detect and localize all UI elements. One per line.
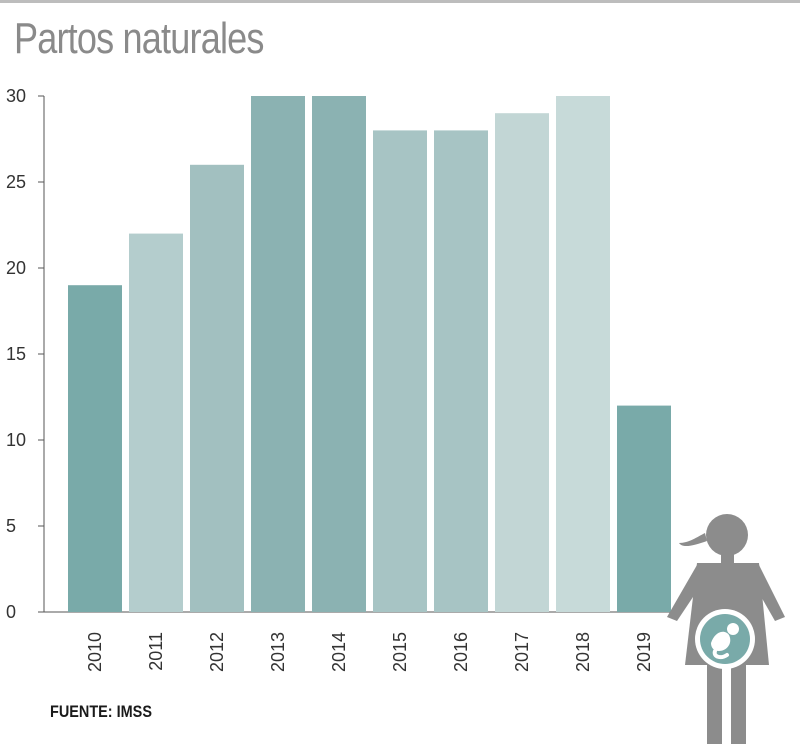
bar-2017 — [495, 113, 549, 612]
y-tick-label: 25 — [6, 172, 26, 192]
x-tick-label: 2013 — [268, 632, 288, 672]
bar-2018 — [556, 96, 610, 612]
x-tick-label: 2010 — [85, 632, 105, 672]
y-tick-label: 20 — [6, 258, 26, 278]
x-axis-labels: 2010 2011 2012 2013 2014 2015 2016 2017 2018 2019 — [85, 632, 654, 672]
top-rule — [0, 0, 800, 3]
bar-2010 — [68, 285, 122, 612]
bars — [68, 96, 671, 613]
x-tick-label: 2016 — [451, 632, 471, 672]
x-tick-label: 2014 — [329, 632, 349, 672]
bar-2014 — [312, 96, 366, 612]
chart-title: Partos naturales — [14, 14, 264, 63]
x-tick-label: 2015 — [390, 632, 410, 672]
x-tick-label: 2011 — [146, 632, 166, 671]
y-tick-label: 5 — [6, 516, 16, 536]
x-tick-label: 2012 — [207, 632, 227, 672]
x-tick-label: 2019 — [634, 632, 654, 672]
y-tick-label: 15 — [6, 344, 26, 364]
y-tick-label: 10 — [6, 430, 26, 450]
bar-2016 — [434, 130, 488, 612]
pregnant-woman-icon — [667, 514, 785, 744]
bar-2011 — [129, 233, 183, 612]
bar-2015 — [373, 130, 427, 612]
bar-2019 — [617, 405, 671, 612]
x-tick-label: 2018 — [573, 632, 593, 672]
y-tick-label: 0 — [6, 602, 16, 622]
x-tick-label: 2017 — [512, 632, 532, 672]
baby-icon — [711, 623, 739, 660]
bar-2013 — [251, 96, 305, 612]
y-tick-label: 30 — [6, 86, 26, 106]
source-note: FUENTE: IMSS — [50, 702, 152, 721]
bar-2012 — [190, 164, 244, 613]
